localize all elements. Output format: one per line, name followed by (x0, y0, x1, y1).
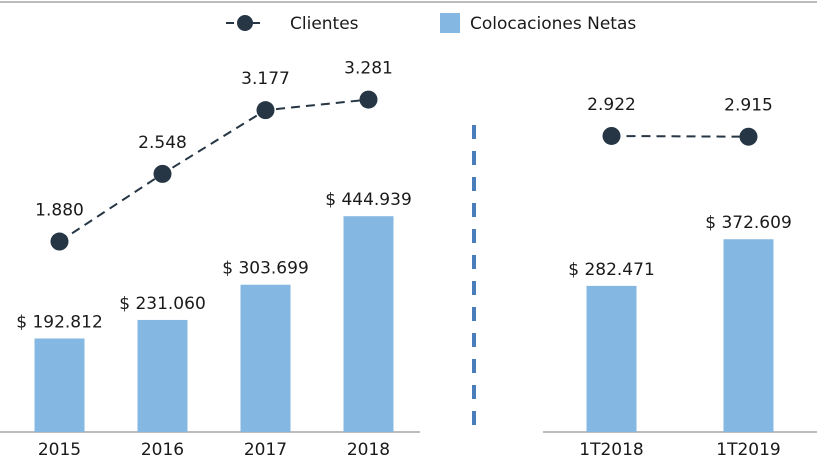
line (58, 98, 369, 243)
bar (240, 284, 291, 432)
line-marker (359, 90, 378, 109)
data-label: $ 444.939 (325, 190, 412, 210)
bar (723, 239, 774, 432)
bar (586, 285, 637, 432)
data-label: 1.880 (35, 201, 84, 221)
data-label: $ 372.609 (705, 213, 792, 233)
data-label: $ 282.471 (568, 260, 655, 280)
legend-label: Colocaciones Netas (470, 14, 636, 34)
x-tick-label: 1T2019 (716, 440, 780, 460)
line-marker (739, 127, 758, 146)
legend-marker (237, 15, 253, 31)
line-marker (50, 232, 69, 251)
line-marker (602, 126, 621, 145)
line (611, 134, 749, 138)
legend-label: Clientes (290, 14, 359, 34)
x-tick-label: 2018 (347, 440, 390, 460)
data-label: 2.915 (724, 96, 773, 116)
data-label: $ 303.699 (222, 259, 309, 279)
bar (343, 216, 394, 432)
legend-swatch (440, 13, 460, 33)
data-label: $ 192.812 (16, 312, 103, 332)
line-marker (256, 101, 275, 120)
x-tick-label: 2015 (38, 440, 81, 460)
data-label: $ 231.060 (119, 294, 206, 314)
data-label: 2.922 (587, 95, 636, 115)
bar (34, 338, 85, 432)
x-tick-label: 2016 (141, 440, 184, 460)
x-tick-label: 1T2018 (579, 440, 643, 460)
data-label: 3.177 (241, 69, 290, 89)
x-tick-label: 2017 (244, 440, 287, 460)
data-label: 2.548 (138, 133, 187, 153)
data-label: 3.281 (344, 59, 393, 79)
line-marker (153, 164, 172, 183)
bar (137, 319, 188, 432)
